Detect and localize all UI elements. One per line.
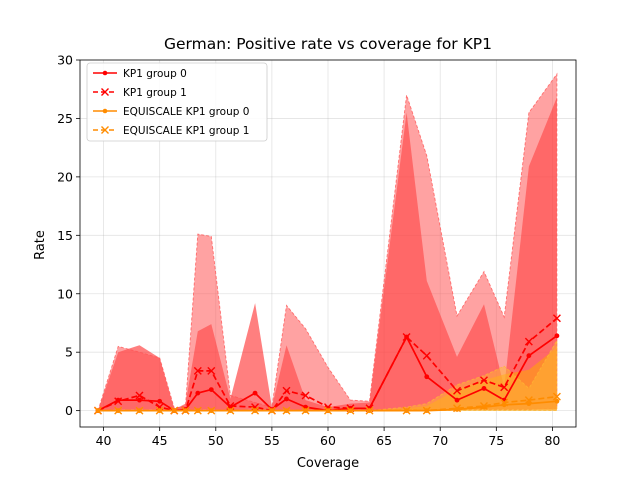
data-point: [552, 392, 561, 401]
y-tick-label: 20: [57, 169, 73, 184]
y-tick-label: 25: [57, 111, 73, 126]
data-point: [301, 406, 310, 415]
x-axis-label: Coverage: [297, 456, 359, 471]
legend: KP1 group 0 KP1 group 1 EQUISCALE KP1 gr…: [86, 62, 268, 142]
data-point: [500, 398, 509, 407]
chart-title: German: Positive rate vs coverage for KP…: [164, 35, 492, 53]
data-point: [284, 396, 289, 402]
x-tick-label: 70: [432, 433, 448, 448]
data-point: [526, 353, 532, 359]
legend-label-1: KP1 group 1: [123, 87, 187, 99]
legend-entry-1: KP1 group 1: [93, 87, 187, 99]
data-point: [208, 387, 214, 392]
x-tick-label: 75: [488, 433, 504, 448]
data-point: [526, 401, 532, 407]
data-point: [324, 406, 332, 415]
y-tick-label: 10: [57, 286, 73, 301]
data-point: [226, 406, 235, 415]
y-tick-label: 30: [57, 53, 73, 68]
series-lines: [93, 314, 561, 415]
data-point: [454, 397, 460, 403]
data-point: [554, 333, 560, 339]
data-point: [157, 398, 163, 404]
data-point: [402, 406, 411, 415]
data-point: [479, 401, 488, 410]
legend-label-0: KP1 group 0: [123, 68, 187, 80]
data-point: [500, 383, 509, 392]
data-point: [193, 366, 202, 375]
data-point: [282, 406, 291, 415]
data-point: [552, 314, 561, 323]
x-tick-label: 50: [208, 433, 224, 448]
data-point: [137, 397, 142, 403]
data-point: [303, 404, 308, 410]
data-point: [422, 406, 431, 415]
y-axis-label: Rate: [33, 230, 48, 260]
data-point: [524, 337, 533, 346]
data-point: [195, 390, 201, 396]
x-tick-label: 65: [376, 433, 392, 448]
data-point: [170, 406, 179, 415]
data-point: [135, 406, 144, 415]
data-point: [135, 391, 144, 400]
data-point: [453, 404, 462, 413]
data-point: [114, 397, 123, 406]
data-point: [181, 406, 190, 415]
x-tick-label: 80: [544, 433, 560, 448]
x-axis-ticks: 40 45 50 55 60 65 70 75 80: [96, 427, 560, 448]
data-point: [207, 366, 216, 375]
series-3: [93, 392, 561, 415]
data-point: [193, 406, 202, 415]
y-tick-label: 5: [65, 345, 73, 360]
y-axis-ticks: 0 5 10 15 20 25 30: [57, 53, 80, 418]
data-point: [365, 406, 374, 415]
data-point: [114, 406, 123, 415]
data-point: [267, 406, 276, 415]
legend-label-3: EQUISCALE KP1 group 1: [123, 125, 249, 137]
legend-entry-2: EQUISCALE KP1 group 0: [93, 106, 249, 118]
data-point: [346, 406, 355, 415]
x-tick-label: 40: [96, 433, 112, 448]
data-point: [155, 406, 164, 415]
data-point: [524, 396, 533, 405]
x-tick-label: 55: [264, 433, 280, 448]
legend-box: [86, 62, 268, 142]
data-point: [481, 386, 487, 391]
data-point: [251, 406, 260, 415]
data-point: [252, 390, 258, 396]
x-tick-label: 60: [320, 433, 336, 448]
x-tick-label: 45: [152, 433, 168, 448]
data-point: [453, 386, 462, 395]
legend-entry-3: EQUISCALE KP1 group 1: [93, 125, 249, 137]
y-tick-label: 0: [65, 403, 73, 418]
legend-label-2: EQUISCALE KP1 group 0: [123, 106, 249, 118]
data-point: [402, 333, 411, 341]
data-point: [424, 374, 430, 380]
data-point: [93, 406, 102, 415]
data-point: [282, 386, 291, 395]
legend-entry-0: KP1 group 0: [93, 68, 187, 80]
data-point: [207, 406, 216, 415]
data-point: [301, 391, 310, 400]
data-point: [251, 403, 260, 412]
data-point: [479, 376, 488, 385]
data-point: [554, 398, 560, 404]
y-tick-label: 15: [57, 228, 73, 243]
data-point: [155, 403, 164, 412]
data-point: [324, 403, 332, 412]
data-point: [422, 351, 431, 360]
